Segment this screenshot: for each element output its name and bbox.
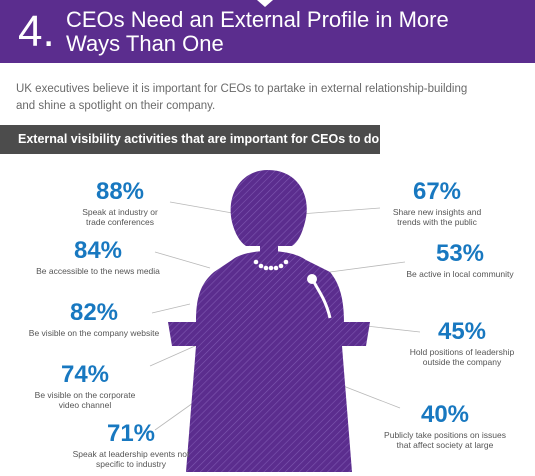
- microphone-stand: [312, 281, 332, 319]
- stat-label-line: Speak at industry or: [82, 207, 158, 217]
- stat-label-line: Be visible on the corporate: [34, 390, 136, 400]
- page-title: CEOs Need an External Profile in More Wa…: [66, 7, 449, 56]
- hair-shape: [230, 170, 307, 246]
- section-number: 4.: [18, 7, 55, 56]
- stat-label-line: Hold positions of leadership: [409, 347, 515, 357]
- stat-value: 40%: [420, 401, 470, 428]
- stat-item: 45% Hold positions of leadership outside…: [402, 318, 522, 368]
- connector-lines: [149, 201, 421, 431]
- stat-label-line: Speak at leadership events not: [72, 449, 190, 459]
- stat-item: 53% Be active in local community: [400, 240, 520, 280]
- stat-value: 71%: [106, 420, 156, 447]
- intro-text: UK executives believe it is important fo…: [16, 83, 468, 112]
- stat-label-line: trade conferences: [85, 217, 155, 227]
- torso-shape: [196, 251, 344, 322]
- stat-label-line: specific to industry: [96, 459, 166, 469]
- podium-top: [168, 322, 370, 346]
- stat-label-line: trends with the public: [397, 217, 477, 227]
- stat-item: 74% Be visible on the corporate video ch…: [20, 361, 150, 411]
- stat-value: 74%: [60, 361, 110, 388]
- stat-item: 82% Be visible on the company website: [14, 299, 174, 339]
- stat-item: 84% Be accessible to the news media: [18, 237, 178, 277]
- stat-item: 67% Share new insights and trends with t…: [372, 178, 502, 228]
- stat-label-line: Be active in local community: [406, 269, 514, 279]
- stat-item: 88% Speak at industry or trade conferenc…: [60, 178, 180, 228]
- stat-item: 71% Speak at leadership events not speci…: [56, 420, 206, 470]
- neck-shape: [260, 240, 278, 254]
- podium-body: [186, 346, 352, 472]
- stat-label-line: outside the company: [422, 357, 502, 367]
- section-title: External visibility activities that are …: [18, 132, 380, 146]
- stat-label-line: Publicly take positions on issues: [384, 430, 506, 440]
- header-banner: 4. CEOs Need an External Profile in More…: [0, 0, 535, 63]
- stat-value: 88%: [95, 178, 145, 205]
- section-title-bar: External visibility activities that are …: [0, 125, 380, 154]
- stat-value: 82%: [69, 299, 119, 326]
- stat-label-line: Share new insights and: [392, 207, 482, 217]
- header-notch: [257, 0, 273, 7]
- stat-label-line: Be accessible to the news media: [36, 266, 160, 276]
- ceo-figure: [168, 170, 370, 472]
- stat-label-line: Be visible on the company website: [28, 328, 160, 338]
- stat-value: 67%: [412, 178, 462, 205]
- stat-value: 45%: [437, 318, 487, 345]
- stat-label-line: that affect society at large: [396, 440, 494, 450]
- stat-value: 84%: [73, 237, 123, 264]
- necklace-shape: [253, 259, 289, 271]
- microphone-head: [307, 274, 317, 284]
- stat-item: 40% Publicly take positions on issues th…: [370, 401, 520, 451]
- stat-label-line: video channel: [58, 400, 112, 410]
- stat-value: 53%: [435, 240, 485, 267]
